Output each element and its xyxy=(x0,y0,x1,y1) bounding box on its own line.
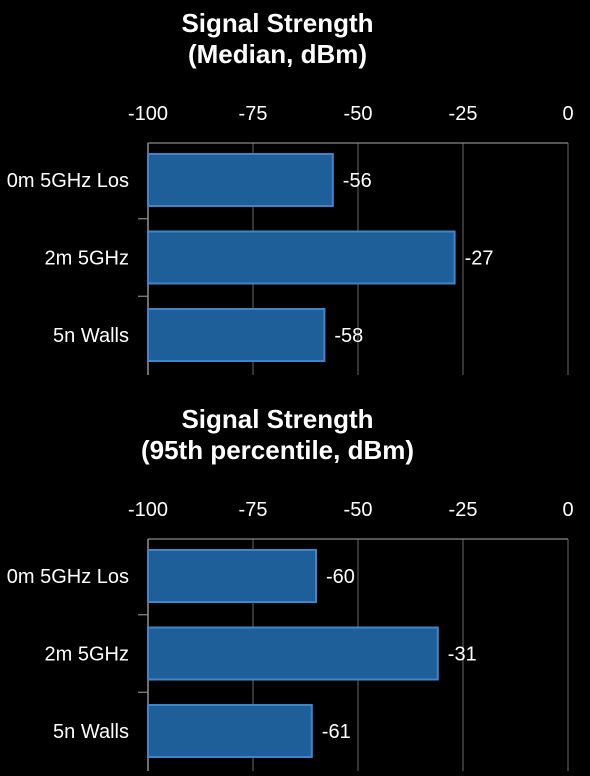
bar xyxy=(147,549,317,603)
bar xyxy=(147,704,313,758)
bar xyxy=(147,308,326,362)
bar-value-label: -27 xyxy=(465,248,494,270)
bar-value-label: -58 xyxy=(334,325,363,347)
category-label: 0m 5GHz Los xyxy=(7,170,129,192)
x-tick-label: -50 xyxy=(344,103,373,125)
bar-value-label: -61 xyxy=(322,721,351,743)
category-label: 0m 5GHz Los xyxy=(7,566,129,588)
bar-value-label: -56 xyxy=(343,170,372,192)
category-label: 2m 5GHz xyxy=(45,644,129,666)
x-tick-label: 0 xyxy=(562,103,573,125)
x-tick-label: -25 xyxy=(449,103,478,125)
chart-panel-median: Signal Strength (Median, dBm) -100 -75 -50… xyxy=(0,8,574,375)
bar xyxy=(147,230,456,285)
x-tick-label: -25 xyxy=(449,499,478,521)
bar-value-label: -31 xyxy=(448,644,477,666)
category-label: 5n Walls xyxy=(53,325,129,347)
category-label: 2m 5GHz xyxy=(45,248,129,270)
x-tick-label: -75 xyxy=(239,103,268,125)
bar xyxy=(147,153,334,207)
x-tick-label: 0 xyxy=(562,499,573,521)
chart-plot-95th-percentile: -100 -75 -50 -25 0 0m 5GHz Los -60 2m 5GHz -31 5n… xyxy=(7,499,574,771)
category-label: 5n Walls xyxy=(53,721,129,743)
chart-panel-95th-percentile: Signal Strength (95th percentile, dBm) -… xyxy=(0,396,590,776)
bar-value-label: -60 xyxy=(326,566,355,588)
chart-title: Signal Strength (Median, dBm) xyxy=(0,8,555,70)
chart-title-line-2: (95th percentile, dBm) xyxy=(140,435,415,465)
x-tick-label: -75 xyxy=(239,499,268,521)
chart-title: Signal Strength (95th percentile, dBm) xyxy=(0,404,555,466)
x-tick-label: -100 xyxy=(128,499,168,521)
chart-title-line-1: Signal Strength xyxy=(181,8,374,38)
x-tick-label: -100 xyxy=(128,103,168,125)
chart-title-line-1: Signal Strength xyxy=(181,404,374,434)
chart-title-line-2: (Median, dBm) xyxy=(187,39,368,69)
x-tick-label: -50 xyxy=(344,499,373,521)
chart-plot-median: -100 -75 -50 -25 0 0m 5GHz Los -56 2m 5GHz -27 5n… xyxy=(7,103,574,375)
bar xyxy=(147,626,439,681)
